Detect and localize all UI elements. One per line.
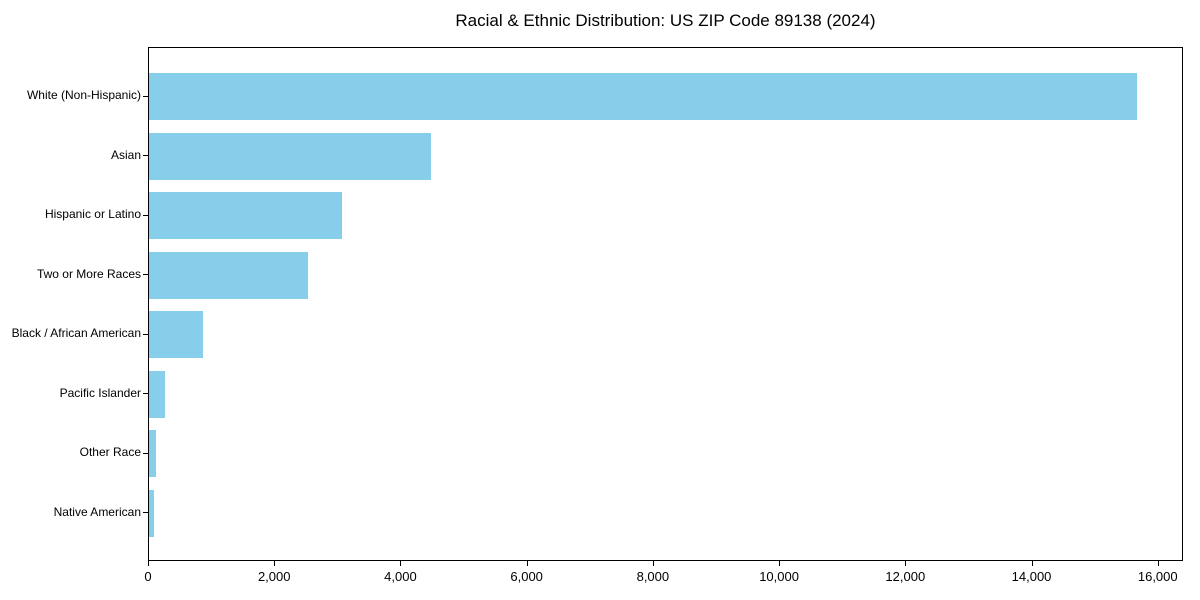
bar-asian: [149, 132, 431, 180]
x-tick-label: 14,000: [1011, 569, 1052, 584]
plot-area: [148, 47, 1183, 561]
y-tick-mark: [143, 95, 148, 97]
y-tick-mark: [143, 393, 148, 395]
x-tick-mark: [905, 561, 907, 566]
x-tick-mark: [274, 561, 276, 566]
x-tick-mark: [148, 561, 149, 566]
x-tick-label: 2,000: [257, 569, 291, 584]
y-tick-mark: [143, 333, 148, 335]
y-tick-label: Other Race: [79, 445, 141, 460]
x-tick-label: 0: [144, 569, 152, 584]
bar-pacific-islander: [149, 370, 165, 418]
x-tick-label: 16,000: [1137, 569, 1178, 584]
y-tick-label: Hispanic or Latino: [44, 207, 141, 222]
bar-two-or-more-races: [149, 251, 308, 299]
bar-black-african-american: [149, 311, 203, 359]
y-tick-mark: [143, 155, 148, 157]
x-tick-label: 12,000: [885, 569, 926, 584]
y-tick-label: Two or More Races: [36, 266, 141, 281]
x-tick-label: 6,000: [510, 569, 543, 584]
x-tick-mark: [1031, 561, 1033, 566]
x-tick-label: 8,000: [636, 569, 670, 584]
x-tick-label: 4,000: [384, 569, 417, 584]
y-tick-mark: [143, 214, 148, 216]
bar-white-non-hispanic: [149, 73, 1137, 121]
y-tick-label: Black / African American: [11, 326, 141, 341]
bar-native-american: [149, 489, 155, 537]
bar-other-race: [149, 430, 156, 478]
x-tick-mark: [779, 561, 781, 566]
y-tick-label: Pacific Islander: [59, 385, 141, 400]
y-tick-label: White (Non-Hispanic): [26, 88, 141, 103]
y-tick-mark: [143, 274, 148, 276]
x-tick-mark: [1157, 561, 1159, 566]
y-tick-mark: [143, 512, 148, 514]
x-tick-mark: [400, 561, 402, 566]
chart-title: Racial & Ethnic Distribution: US ZIP Cod…: [455, 11, 876, 30]
x-tick-mark: [652, 561, 654, 566]
bar-hispanic-or-latino: [149, 192, 342, 240]
y-tick-label: Native American: [53, 504, 141, 519]
y-tick-mark: [143, 452, 148, 454]
y-tick-label: Asian: [110, 147, 141, 162]
x-tick-label: 10,000: [759, 569, 799, 584]
x-tick-mark: [526, 561, 528, 566]
